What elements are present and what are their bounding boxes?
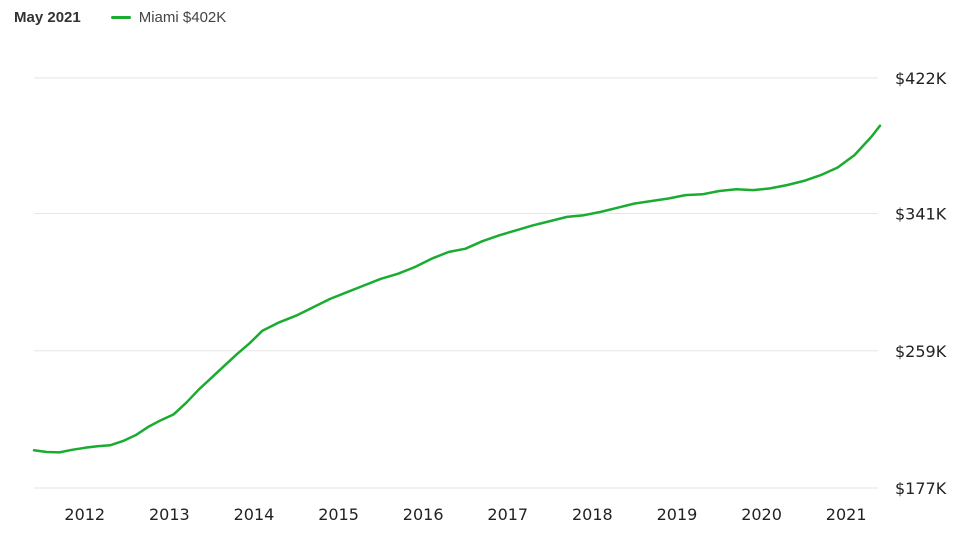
y-axis: $422K $341K $259K $177K xyxy=(895,69,947,498)
date-label: May 2021 xyxy=(14,8,81,26)
y-tick-label: $259K xyxy=(895,342,947,361)
y-tick-label: $422K xyxy=(895,69,947,88)
y-tick-label: $341K xyxy=(895,205,947,224)
x-tick-label: 2014 xyxy=(234,505,275,524)
x-tick-label: 2021 xyxy=(826,505,867,524)
legend-swatch-miami xyxy=(110,15,131,19)
series-line-miami xyxy=(32,124,882,454)
x-tick-label: 2019 xyxy=(657,505,698,524)
x-axis: 2012 2013 2014 2015 2016 2017 2018 2019 2020 2021 xyxy=(64,505,866,524)
x-tick-label: 2020 xyxy=(741,505,782,524)
x-tick-label: 2012 xyxy=(64,505,105,524)
x-tick-label: 2017 xyxy=(487,505,528,524)
x-tick-label: 2018 xyxy=(572,505,613,524)
series-layer xyxy=(32,124,882,454)
legend-series-miami: Miami $402K xyxy=(138,8,227,26)
y-tick-label: $177K xyxy=(895,479,947,498)
x-tick-label: 2015 xyxy=(318,505,359,524)
chart-legend: May 2021 Miami $402K xyxy=(14,6,226,28)
x-tick-label: 2013 xyxy=(149,505,190,524)
grid-lines xyxy=(34,77,878,489)
x-tick-label: 2016 xyxy=(403,505,444,524)
